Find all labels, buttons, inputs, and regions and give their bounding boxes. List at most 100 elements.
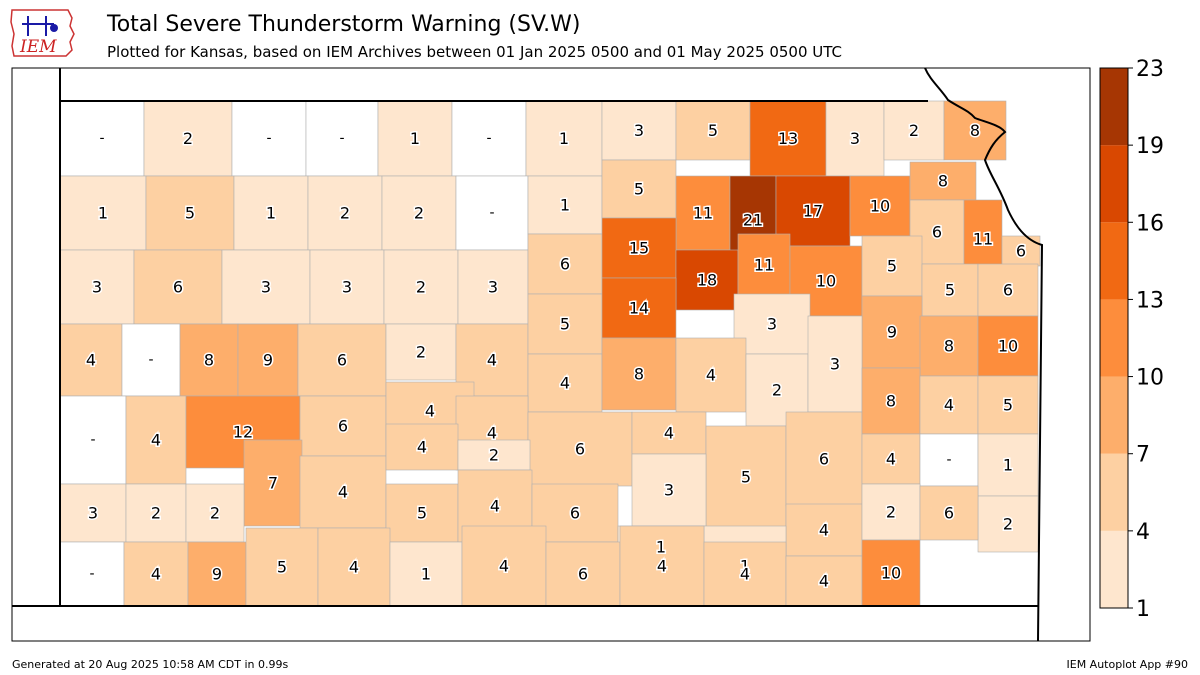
county-label: 4 xyxy=(944,396,954,415)
county-label: 2 xyxy=(1003,515,1013,534)
county-label: 1 xyxy=(559,129,569,148)
county-label: 5 xyxy=(634,180,644,199)
county-label: 2 xyxy=(414,204,424,223)
county-label: 4 xyxy=(425,402,435,421)
county-cell xyxy=(309,249,385,325)
county-label: 2 xyxy=(416,278,426,297)
county-label: 7 xyxy=(268,474,278,493)
county-label: 3 xyxy=(664,481,674,500)
county-cell xyxy=(457,439,531,471)
county-cell xyxy=(179,323,239,397)
county-label: 2 xyxy=(909,121,919,140)
county-label: 11 xyxy=(973,230,993,249)
county-cell xyxy=(601,100,677,161)
county-cell xyxy=(977,375,1039,435)
county-label: 3 xyxy=(830,355,840,374)
county-label: 2 xyxy=(489,446,499,465)
county-cell xyxy=(383,249,459,325)
county-label: 5 xyxy=(277,558,287,577)
colorbar-tick-label: 13 xyxy=(1136,288,1164,313)
county-cell xyxy=(527,293,603,355)
county-label: - xyxy=(90,432,95,448)
county-cell xyxy=(861,433,921,485)
county-cell xyxy=(187,541,247,607)
county-cell xyxy=(305,100,379,177)
colorbar-frame xyxy=(1099,67,1129,609)
colorbar-tick-label: 16 xyxy=(1136,211,1164,236)
county-label: 3 xyxy=(261,278,271,297)
county-label: 6 xyxy=(578,565,588,584)
county-cell xyxy=(389,541,463,607)
county-label: 4 xyxy=(560,374,570,393)
county-cell xyxy=(59,483,127,543)
map-subtitle: Plotted for Kansas, based on IEM Archive… xyxy=(107,43,843,61)
colorbar-tick-label: 7 xyxy=(1136,443,1150,468)
county-cell xyxy=(317,527,391,607)
county-label: - xyxy=(489,205,494,221)
county-label: 2 xyxy=(416,343,426,362)
county-cell xyxy=(601,217,677,279)
county-label: 11 xyxy=(754,256,774,275)
county-cell xyxy=(601,277,677,339)
county-label: 5 xyxy=(185,204,195,223)
county-cell xyxy=(675,249,739,311)
county-label: 5 xyxy=(887,257,897,276)
county-label: 6 xyxy=(944,504,954,523)
county-label: 8 xyxy=(634,365,644,384)
county-label: 4 xyxy=(740,565,750,584)
county-cell xyxy=(919,375,979,435)
county-cell xyxy=(455,175,529,251)
county-label: 6 xyxy=(932,223,942,242)
county-cell xyxy=(703,541,787,607)
county-cell xyxy=(977,433,1039,497)
generated-footer: Generated at 20 Aug 2025 10:58 AM CDT in… xyxy=(12,658,289,671)
county-label: 5 xyxy=(708,121,718,140)
county-cell xyxy=(977,315,1039,377)
county-label: 4 xyxy=(487,351,497,370)
county-label: 3 xyxy=(342,278,352,297)
county-label: 6 xyxy=(575,440,585,459)
county-label: 3 xyxy=(767,315,777,334)
county-cell xyxy=(461,525,547,607)
county-cell xyxy=(237,323,299,397)
colorbar-tick-label: 23 xyxy=(1136,57,1164,82)
county-label: 2 xyxy=(151,504,161,523)
county-label: 9 xyxy=(212,565,222,584)
county-cell xyxy=(185,483,245,543)
county-label: 6 xyxy=(1003,281,1013,300)
county-label: - xyxy=(339,131,344,147)
county-cell xyxy=(531,483,619,543)
county-cell xyxy=(233,175,309,251)
colorbar-segment xyxy=(1100,299,1128,377)
county-label: 5 xyxy=(417,504,427,523)
county-label: 3 xyxy=(488,278,498,297)
svg-text:IEM: IEM xyxy=(19,37,57,57)
county-label: 1 xyxy=(410,129,420,148)
county-label: 4 xyxy=(706,366,716,385)
county-label: 4 xyxy=(657,557,667,576)
county-cell xyxy=(527,411,633,487)
county-label: 1 xyxy=(740,557,750,576)
county-label: 4 xyxy=(819,521,829,540)
county-cell xyxy=(619,525,705,607)
county-label: 4 xyxy=(819,572,829,591)
county-label: 1 xyxy=(560,196,570,215)
county-cell xyxy=(737,233,791,297)
iem-logo: IEM xyxy=(8,6,78,62)
county-label: 13 xyxy=(778,129,798,148)
county-label: 18 xyxy=(697,271,717,290)
county-cell xyxy=(527,175,603,235)
colorbar-segment xyxy=(1100,68,1128,146)
county-label: 4 xyxy=(151,431,161,450)
county-cell xyxy=(145,175,235,251)
county-label: 1 xyxy=(266,204,276,223)
county-label: 14 xyxy=(629,299,649,318)
county-cell xyxy=(977,495,1039,553)
county-cell xyxy=(675,175,731,251)
county-label: 8 xyxy=(886,392,896,411)
county-label: 3 xyxy=(850,129,860,148)
county-label: - xyxy=(99,131,104,147)
county-label: 17 xyxy=(803,202,823,221)
colorbar-segment xyxy=(1100,530,1128,608)
county-label: 4 xyxy=(349,558,359,577)
